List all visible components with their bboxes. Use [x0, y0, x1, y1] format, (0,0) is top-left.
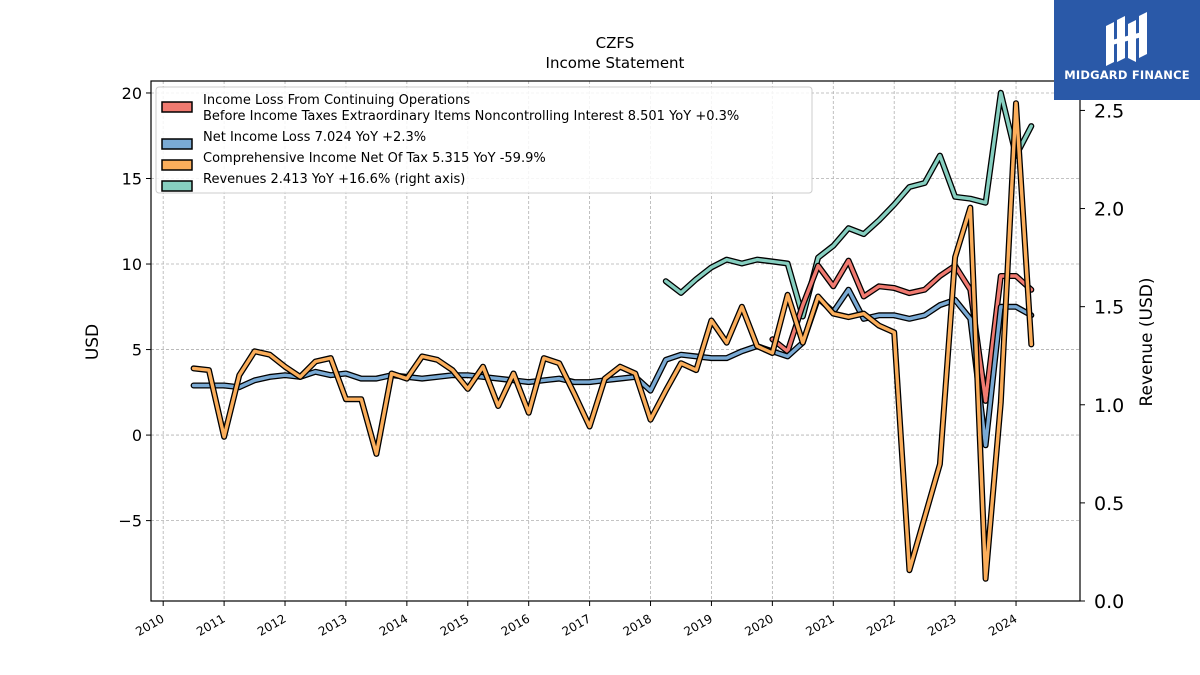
- series-0: [769, 257, 1035, 404]
- y-tick-label: −5: [118, 512, 142, 531]
- legend-box: [155, 86, 813, 194]
- y-right-tick-label: 2.0: [1094, 199, 1124, 221]
- series-2: [190, 100, 1035, 582]
- series-line-outline: [190, 286, 1035, 449]
- y-axis-label: USD: [83, 324, 103, 360]
- plot-frame: [150, 80, 1081, 602]
- x-tick-label: 2014: [377, 611, 410, 638]
- legend: Income Loss From Continuing OperationsBe…: [155, 86, 813, 194]
- legend-label: Revenues 2.413 YoY +16.6% (right axis): [203, 172, 465, 187]
- y-right-tick-label: 1.5: [1094, 297, 1124, 319]
- chart-subtitle: Income Statement: [546, 54, 685, 72]
- series-1: [190, 286, 1035, 449]
- x-tick-label: 2015: [438, 611, 471, 638]
- y-right-tick-label: 2.5: [1094, 100, 1124, 122]
- x-tick-label: 2018: [621, 611, 654, 638]
- y-axis-left-ticks: −5 0 5 10 15 20: [118, 84, 151, 531]
- x-tick-label: 2010: [133, 611, 166, 638]
- legend-label: Comprehensive Income Net Of Tax 5.315 Yo…: [203, 151, 546, 166]
- series-line: [664, 91, 1034, 319]
- y-tick-label: 15: [122, 170, 142, 189]
- legend-swatch: [161, 101, 193, 113]
- legend-entry-1: Net Income Loss 7.024 YoY +2.3%: [161, 130, 426, 150]
- series-3: [662, 89, 1035, 320]
- y-right-tick-label: 0.0: [1094, 591, 1124, 613]
- series-line: [191, 101, 1034, 581]
- x-tick-label: 2017: [560, 611, 593, 638]
- y-right-tick-label: 1.0: [1094, 395, 1124, 417]
- y-right-tick-label: 0.5: [1094, 493, 1124, 515]
- x-tick-label: 2021: [803, 611, 836, 638]
- x-tick-label: 2012: [255, 611, 288, 638]
- y-tick-label: 0: [132, 426, 142, 445]
- y-tick-label: 5: [132, 341, 142, 360]
- legend-swatch: [161, 159, 193, 171]
- legend-entry-3: Revenues 2.413 YoY +16.6% (right axis): [161, 172, 465, 192]
- y-axis-right-ticks: 0.0 0.5 1.0 1.5 2.0 2.5: [1080, 100, 1124, 613]
- x-tick-label: 2019: [681, 611, 714, 638]
- legend-swatch: [161, 138, 193, 150]
- legend-entry-2: Comprehensive Income Net Of Tax 5.315 Yo…: [161, 151, 546, 171]
- brand-logo: MIDGARD FINANCE: [1054, 0, 1200, 100]
- series-layer: [190, 89, 1035, 582]
- legend-label: Before Income Taxes Extraordinary Items …: [203, 109, 739, 124]
- y-axis-right-label: Revenue (USD): [1137, 277, 1157, 406]
- y-tick-label: 10: [122, 255, 142, 274]
- chart-title: CZFS: [596, 34, 635, 52]
- x-tick-label: 2024: [986, 611, 1019, 638]
- y-tick-label: 20: [122, 84, 142, 103]
- legend-entry-0: Income Loss From Continuing OperationsBe…: [161, 93, 739, 124]
- x-tick-label: 2011: [194, 611, 227, 638]
- legend-swatch: [161, 180, 193, 192]
- x-tick-label: 2020: [742, 611, 775, 638]
- legend-label: Income Loss From Continuing Operations: [203, 93, 470, 108]
- x-axis-ticks: 2010 2011 2012 2013 2014 2015 2016 2017 2018 2019…: [133, 601, 1020, 639]
- series-line: [770, 258, 1034, 403]
- brand-name: MIDGARD FINANCE: [1064, 68, 1190, 82]
- midgard-logo-icon: [1106, 12, 1147, 66]
- x-tick-label: 2023: [925, 611, 958, 638]
- x-tick-label: 2013: [316, 611, 349, 638]
- legend-label: Net Income Loss 7.024 YoY +2.3%: [203, 130, 426, 145]
- x-tick-label: 2016: [499, 611, 532, 638]
- series-line: [191, 288, 1034, 447]
- x-tick-label: 2022: [864, 611, 897, 638]
